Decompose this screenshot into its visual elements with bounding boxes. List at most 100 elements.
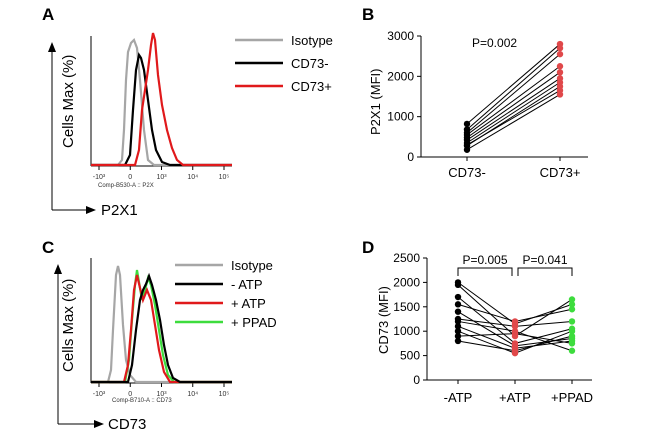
d-data-point	[454, 281, 462, 289]
b-data-point	[556, 69, 564, 76]
b-x-tick-label: CD73-	[448, 165, 486, 180]
d-data-point	[511, 347, 519, 354]
d-bracket	[517, 267, 573, 276]
d-data-point	[568, 332, 576, 340]
d-x-tick-label: -ATP	[444, 390, 473, 405]
c-legend-label: - ATP	[231, 277, 263, 292]
panel-a: -10³ 0 10³ 10⁴ 10⁵ Comp-B530-A :: P2X Cells …	[48, 32, 333, 219]
d-y-tick-label: 1500	[393, 300, 420, 314]
c-legend-label: Isotype	[231, 258, 273, 273]
c-curve-plus-atp	[91, 274, 232, 384]
d-data-point	[454, 328, 462, 335]
panel-b: 0 1000 2000 3000 CD73- CD73+ P=0.002 P2X1 (M…	[368, 29, 588, 180]
a-x-tick-label: -10³	[93, 174, 106, 181]
d-y-tick-label: 500	[400, 349, 420, 363]
a-x-tick-label: 10³	[156, 174, 167, 181]
a-y-arrowhead-icon	[48, 42, 56, 52]
b-pair-line	[466, 47, 561, 130]
d-data-point	[568, 347, 576, 354]
d-data-point	[568, 301, 576, 308]
c-x-tick-label: 10³	[156, 391, 167, 398]
c-x-label: CD73	[108, 416, 146, 430]
b-y-tick-label: 3000	[387, 29, 414, 43]
a-curve-cd73-neg	[91, 52, 232, 167]
d-data-point	[511, 323, 519, 330]
d-y-label: CD73 (MFI)	[376, 286, 391, 354]
b-x-tick-label: CD73+	[540, 165, 581, 180]
b-pair-line	[466, 77, 561, 141]
panel-label-c: C	[42, 238, 54, 257]
b-pair-line	[466, 65, 561, 136]
a-x-tick-label: 10⁵	[219, 174, 230, 181]
d-data-point	[568, 296, 576, 303]
c-curve-minus-atp	[91, 272, 232, 384]
c-x-tick-label: 10⁵	[219, 391, 230, 398]
d-data-point	[568, 306, 576, 313]
b-data-point	[556, 40, 564, 48]
a-x-tick-label: 0	[128, 174, 132, 181]
b-pair-line	[466, 81, 561, 144]
c-legend-label: + PPAD	[231, 315, 277, 330]
d-data-point	[511, 328, 519, 335]
panel-label-b: B	[362, 5, 374, 24]
b-points	[463, 40, 564, 153]
b-y-label: P2X1 (MFI)	[368, 69, 383, 135]
d-bracket	[457, 267, 513, 276]
b-pair-line	[466, 53, 561, 134]
b-data-point	[556, 75, 564, 82]
b-y-ticks: 0 1000 2000 3000	[387, 29, 421, 164]
b-y-tick-label: 0	[407, 150, 414, 164]
b-data-point	[556, 87, 564, 94]
d-data-point	[568, 340, 576, 347]
b-data-point	[463, 126, 471, 133]
d-x-tick-label: +ATP	[499, 390, 531, 405]
d-y-ticks: 0 500 1000 1500 2000 2500	[393, 251, 427, 387]
d-y-tick-label: 2000	[393, 275, 420, 289]
b-pair-line	[466, 94, 561, 151]
a-x-tick-label: 10⁴	[187, 174, 198, 181]
c-axis-param-label: Comp-B710-A :: CD73	[112, 398, 172, 404]
b-data-point	[463, 120, 471, 128]
c-x-tick-label: 10⁴	[187, 391, 198, 398]
b-pair-line	[466, 71, 561, 139]
d-data-point	[454, 308, 462, 315]
c-legend: Isotype - ATP + ATP + PPAD	[175, 258, 277, 330]
d-y-tick-label: 2500	[393, 251, 420, 265]
a-legend: Isotype CD73- CD73+	[235, 33, 333, 94]
b-y-tick-label: 2000	[387, 69, 414, 83]
d-data-point	[511, 318, 519, 325]
b-y-tick-label: 1000	[387, 110, 414, 124]
d-data-point	[454, 323, 462, 330]
d-significance-brackets: P=0.005 P=0.041	[457, 253, 573, 276]
d-data-point	[568, 328, 576, 335]
a-legend-label: CD73-	[291, 56, 329, 71]
b-data-point	[556, 50, 564, 58]
b-data-point	[463, 141, 471, 149]
a-legend-label: Isotype	[291, 33, 333, 48]
panel-label-d: D	[362, 238, 374, 257]
c-y-label: Cells Max (%)	[60, 279, 77, 372]
d-data-point	[454, 293, 462, 301]
b-pair-line	[466, 90, 561, 146]
d-data-point	[568, 318, 576, 325]
a-x-arrowhead-icon	[86, 206, 96, 214]
c-x-arrowhead-icon	[94, 420, 104, 428]
d-x-tick-label: +PPAD	[551, 390, 593, 405]
panel-label-a: A	[42, 5, 54, 24]
c-curve-isotype	[91, 265, 232, 384]
d-x-ticks: -ATP +ATP +PPAD	[444, 380, 593, 405]
c-x-tick-label: -10³	[93, 391, 106, 398]
b-x-ticks: CD73- CD73+	[448, 157, 580, 180]
a-curve-cd73-pos	[91, 32, 232, 167]
d-points	[454, 279, 576, 357]
a-x-label: P2X1	[101, 202, 138, 219]
d-y-tick-label: 0	[413, 373, 420, 387]
d-data-point	[454, 318, 462, 325]
b-p-value: P=0.002	[472, 36, 517, 50]
c-y-arrowhead-icon	[54, 264, 62, 274]
d-p-value: P=0.041	[522, 253, 567, 267]
c-x-tick-label: 0	[128, 391, 132, 398]
a-y-label: Cells Max (%)	[60, 55, 77, 148]
d-data-point	[454, 301, 462, 308]
